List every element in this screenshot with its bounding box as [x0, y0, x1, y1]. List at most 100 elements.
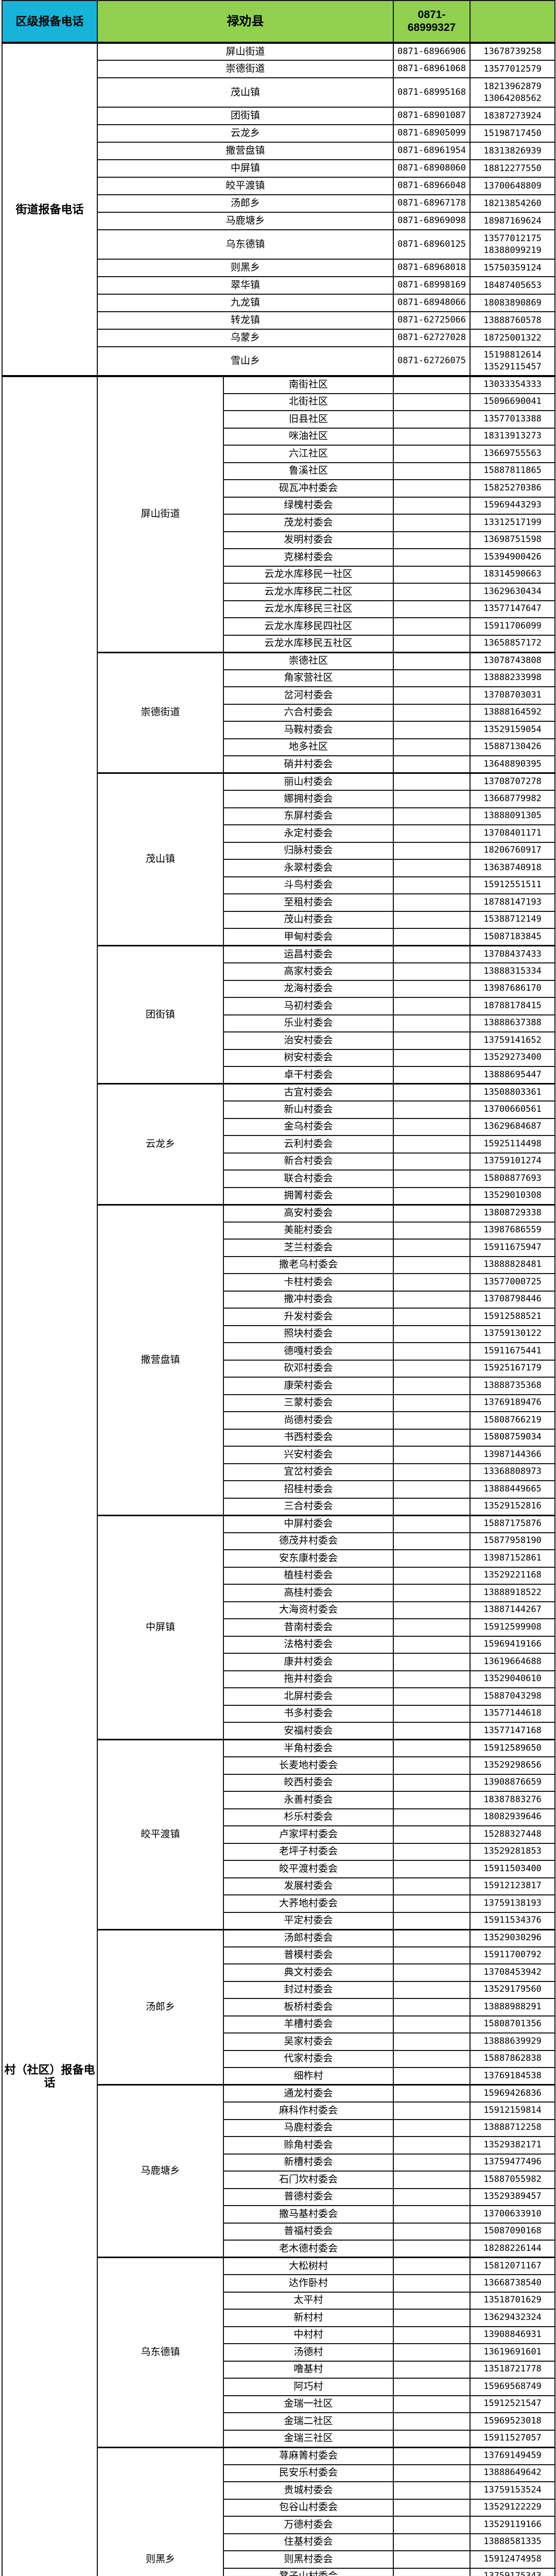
- village-row: 新槽村委会 13759477496: [2, 2153, 555, 2172]
- village-name-cell: 达作卧村: [223, 2274, 394, 2293]
- village-name-cell: 发明村委会: [223, 531, 394, 549]
- village-name-cell: 老木德村委会: [223, 2240, 394, 2258]
- village-name-cell: 安东康村委会: [223, 1549, 394, 1568]
- village-mobile-phone-cell: 13888233998: [470, 669, 555, 687]
- village-office-phone-empty-cell: [393, 703, 471, 722]
- village-row: 长麦地村委会 13529298656: [2, 1756, 555, 1775]
- village-office-phone-empty-cell: [393, 2481, 471, 2500]
- village-name-cell: 中屏村委会: [223, 1514, 394, 1533]
- village-mobile-phone-cell: 13708453942: [470, 1963, 555, 1982]
- village-row: 村（社区）报备电话 屏山街道 南街社区 13033354333: [2, 375, 555, 2576]
- village-office-phone-empty-cell: [393, 2032, 471, 2051]
- village-office-phone-empty-cell: [393, 721, 471, 739]
- village-mobile-phone-cell: 13529221168: [470, 1566, 555, 1585]
- village-name-cell: 云龙水库移民四社区: [223, 617, 394, 636]
- mobile-number: 13064208562: [483, 93, 542, 104]
- village-row: 包谷山村委会 13529122229: [2, 2498, 555, 2517]
- village-mobile-phone-cell: 15969568749: [470, 2378, 555, 2396]
- village-office-phone-empty-cell: [393, 2498, 471, 2517]
- village-row: 法格村委会 15969419166: [2, 1635, 555, 1654]
- village-name-cell: 典文村委会: [223, 1963, 394, 1982]
- village-row: 康井村委会 13619664688: [2, 1653, 555, 1671]
- town-name-cell: 屏山街道: [97, 375, 224, 653]
- street-name-cell: 翠华镇: [97, 276, 394, 295]
- village-name-cell: 尚德村委会: [223, 1411, 394, 1430]
- village-name-cell: 普模村委会: [223, 1946, 394, 1964]
- street-name-cell: 汤郎乡: [97, 194, 394, 213]
- village-mobile-phone-cell: 15969443293: [470, 496, 555, 515]
- village-mobile-phone-cell: 15887055982: [470, 2171, 555, 2189]
- village-mobile-phone-cell: 13708401171: [470, 824, 555, 843]
- village-name-cell: 斗鸟村委会: [223, 876, 394, 894]
- village-office-phone-empty-cell: [393, 2067, 471, 2086]
- village-row: 娜拥村委会 13668779982: [2, 790, 555, 808]
- village-name-cell: 硝井村委会: [223, 755, 394, 774]
- village-mobile-phone-cell: 13888918522: [470, 1584, 555, 1602]
- village-mobile-phone-cell: 15912159814: [470, 2102, 555, 2120]
- village-row: 植桂村委会 13529221168: [2, 1566, 555, 1585]
- village-name-cell: 永翠村委会: [223, 859, 394, 877]
- village-office-phone-empty-cell: [393, 1946, 471, 1964]
- town-name-cell: 撒营盘镇: [97, 1204, 224, 1516]
- village-mobile-phone-cell: 13888639929: [470, 2032, 555, 2051]
- street-name-cell: 乌蒙乡: [97, 329, 394, 347]
- village-row: 新山村委会 13700660561: [2, 1100, 555, 1119]
- village-mobile-phone-cell: 15911700792: [470, 1946, 555, 1964]
- village-mobile-phone-cell: 15087183845: [470, 928, 555, 946]
- mobile-number: 13577012579: [483, 63, 542, 74]
- street-mobile-phone-cell: 15750359124: [470, 259, 555, 277]
- village-row: 拥箐村委会 13529010308: [2, 1187, 555, 1205]
- village-mobile-phone-cell: 13987686170: [470, 979, 555, 998]
- village-office-phone-empty-cell: [393, 928, 471, 946]
- village-mobile-phone-cell: 13508803361: [470, 1083, 555, 1101]
- village-name-cell: 永定村委会: [223, 824, 394, 843]
- village-row: 赊角村委会 13529382171: [2, 2136, 555, 2155]
- village-row: 永翠村委会 13638740918: [2, 859, 555, 877]
- village-mobile-phone-cell: 15911675441: [470, 1342, 555, 1361]
- village-office-phone-empty-cell: [393, 807, 471, 825]
- village-row: 砍邓村委会 15925167179: [2, 1359, 555, 1378]
- village-name-cell: 鲁溪社区: [223, 462, 394, 480]
- village-name-cell: 金瑞二社区: [223, 2412, 394, 2431]
- street-row: 乌蒙乡 0871-62727028 18725001322: [2, 329, 555, 347]
- village-name-cell: 旧县社区: [223, 410, 394, 429]
- village-name-cell: 云利村委会: [223, 1135, 394, 1154]
- street-name-cell: 乌东德镇: [97, 229, 394, 260]
- village-name-cell: 普福村委会: [223, 2222, 394, 2241]
- village-name-cell: 半角村委会: [223, 1739, 394, 1757]
- village-row: 封过村委会 13529179560: [2, 1980, 555, 1999]
- street-mobile-phone-cell: 13577012579: [470, 60, 555, 78]
- village-name-cell: 植桂村委会: [223, 1566, 394, 1585]
- village-office-phone-empty-cell: [393, 1342, 471, 1361]
- village-mobile-phone-cell: 18387883276: [470, 1791, 555, 1809]
- village-mobile-phone-cell: 13518701629: [470, 2291, 555, 2310]
- village-name-cell: 联合村委会: [223, 1170, 394, 1188]
- mobile-number: 18987169624: [483, 215, 542, 226]
- village-mobile-phone-cell: 15911527057: [470, 2429, 555, 2448]
- village-mobile-phone-cell: 15288327448: [470, 1825, 555, 1844]
- village-office-phone-empty-cell: [393, 772, 471, 791]
- town-name-cell: 则黑乡: [97, 2446, 224, 2576]
- village-mobile-phone-cell: 13888449665: [470, 1480, 555, 1499]
- village-office-phone-empty-cell: [393, 1601, 471, 1619]
- village-row: 达作卧村 13668738540: [2, 2274, 555, 2293]
- village-row: 代家村委会 15887862838: [2, 2049, 555, 2068]
- village-row: 汤郎乡 汤郎村委会 13529030296: [2, 1928, 555, 2086]
- village-name-cell: 大荞地村委会: [223, 1894, 394, 1913]
- street-name-cell: 雪山乡: [97, 346, 394, 377]
- village-office-phone-empty-cell: [393, 1722, 471, 1740]
- village-row: 卓干村委会 13888695447: [2, 1066, 555, 1084]
- village-name-cell: 树安村委会: [223, 1048, 394, 1067]
- village-row: 凳子山村委会 13759175343: [2, 2567, 555, 2576]
- street-name-cell: 崇德街道: [97, 60, 394, 78]
- village-name-cell: 永善村委会: [223, 1791, 394, 1809]
- street-mobile-phone-cell: 15198812614 13529115457: [470, 346, 555, 377]
- village-row: 硝井村委会 13648890395: [2, 755, 555, 774]
- street-mobile-phone-cell: 18487405653: [470, 276, 555, 295]
- village-name-cell: 杉乐村委会: [223, 1808, 394, 1826]
- village-mobile-phone-cell: 15096690041: [470, 393, 555, 411]
- village-office-phone-empty-cell: [393, 410, 471, 429]
- village-mobile-phone-cell: 13759477496: [470, 2153, 555, 2172]
- village-office-phone-empty-cell: [393, 1463, 471, 1481]
